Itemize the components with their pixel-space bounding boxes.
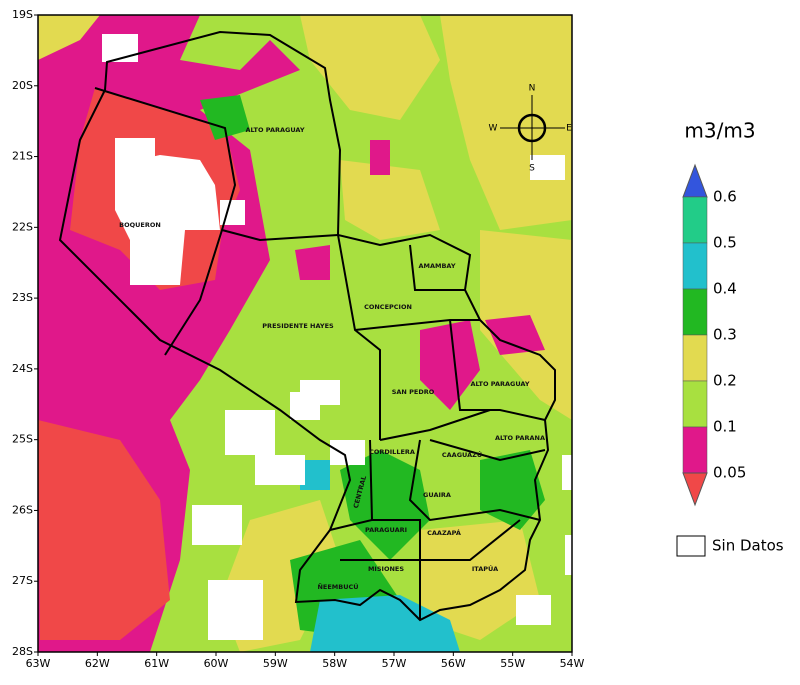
- lat-label: 22S: [12, 220, 33, 233]
- lat-label: 24S: [12, 362, 33, 375]
- legend-arrow-bottom: [682, 472, 708, 507]
- no-data-swatch: [676, 535, 706, 557]
- legend-tick: 0.05: [713, 464, 746, 482]
- borders: [58, 30, 556, 622]
- legend-swatch: [682, 288, 708, 336]
- legend-swatch: [682, 334, 708, 382]
- map-frame: [37, 14, 573, 653]
- legend-tick: 0.5: [713, 234, 737, 252]
- legend-tick: 0.1: [713, 418, 737, 436]
- legend-title: m3/m3: [684, 119, 755, 143]
- lat-label: 20S: [12, 79, 33, 92]
- region-label: ALTO PARAGUAY: [470, 380, 529, 388]
- moisture-field: [38, 15, 572, 652]
- legend-swatch: [682, 426, 708, 474]
- region-label: AMAMBAY: [418, 262, 455, 270]
- legend-swatch: [682, 196, 708, 244]
- compass-label: E: [566, 124, 572, 134]
- lat-label: 19S: [12, 8, 33, 21]
- no-data-label: Sin Datos: [712, 537, 784, 555]
- legend-tick: 0.2: [713, 372, 737, 390]
- lon-label: 63W: [26, 657, 51, 670]
- legend-tick: 0.3: [713, 326, 737, 344]
- region-label: CAAGUAZÚ: [442, 450, 482, 459]
- lon-label: 59W: [263, 657, 288, 670]
- region-label: ALTO PARAGUAY: [245, 126, 304, 134]
- lat-label: 26S: [12, 503, 33, 516]
- legend-arrow-top: [682, 163, 708, 198]
- compass-rose: [500, 95, 565, 160]
- compass-label: W: [489, 124, 498, 134]
- region-label: CAAZAPÁ: [427, 528, 461, 537]
- region-label: SAN PEDRO: [392, 388, 435, 396]
- region-label: MISIONES: [368, 565, 404, 573]
- compass-label: N: [529, 84, 536, 94]
- lon-label: 60W: [204, 657, 229, 670]
- legend-swatch: [682, 242, 708, 290]
- lon-label: 62W: [85, 657, 110, 670]
- region-label: CORDILLERA: [369, 448, 415, 456]
- lat-label: 25S: [12, 433, 33, 446]
- region-label: ÑEEMBUCÚ: [317, 582, 358, 591]
- lon-label: 56W: [441, 657, 466, 670]
- lon-label: 61W: [144, 657, 169, 670]
- lat-label: 23S: [12, 291, 33, 304]
- lon-label: 55W: [500, 657, 525, 670]
- region-label: BOQUERON: [119, 221, 161, 229]
- compass-label: S: [529, 164, 535, 174]
- lon-label: 58W: [322, 657, 347, 670]
- legend-swatch: [682, 380, 708, 428]
- lon-label: 57W: [382, 657, 407, 670]
- legend-tick: 0.4: [713, 280, 737, 298]
- legend-tick: 0.6: [713, 188, 737, 206]
- region-label: ALTO PARANA: [495, 434, 545, 442]
- region-label: PARAGUARI: [365, 526, 407, 534]
- lon-label: 54W: [560, 657, 585, 670]
- region-label: CONCEPCION: [364, 303, 412, 311]
- lat-label: 21S: [12, 150, 33, 163]
- region-label: ITAPÚA: [472, 564, 498, 573]
- region-label: PRESIDENTE HAYES: [262, 322, 334, 330]
- lat-label: 27S: [12, 574, 33, 587]
- region-label: GUAIRA: [423, 491, 451, 499]
- lat-label: 28S: [12, 645, 33, 658]
